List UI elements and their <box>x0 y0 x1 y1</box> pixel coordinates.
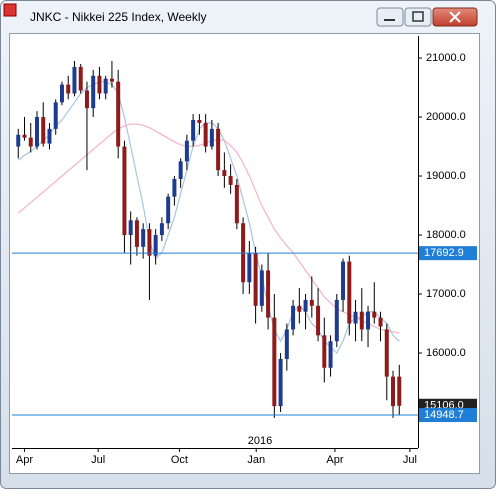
candle-body <box>209 128 214 147</box>
year-label: 2016 <box>248 435 272 447</box>
candle-body <box>109 78 114 82</box>
candle-body <box>303 299 308 312</box>
candle-body <box>191 120 196 141</box>
candle-body <box>28 137 33 147</box>
price-label-box <box>419 408 477 423</box>
candle-body <box>16 134 21 147</box>
maximize-icon <box>412 11 424 22</box>
candle-body <box>184 140 189 162</box>
candle-body <box>272 317 277 407</box>
candle-body <box>347 261 352 324</box>
candle-body <box>366 311 371 330</box>
x-tick-label: Jul <box>403 454 417 466</box>
candle-body <box>197 120 202 123</box>
candle-body <box>141 229 146 247</box>
price-label: 17692.9 <box>424 247 464 259</box>
candle-body <box>266 270 271 318</box>
x-tick-label: Jul <box>91 454 105 466</box>
candle-body <box>103 78 108 94</box>
candle-body <box>309 299 314 306</box>
y-tick-label: 18000.0 <box>426 229 466 241</box>
candle-body <box>397 376 402 406</box>
x-tick-label: Oct <box>171 454 188 466</box>
candle-body <box>34 117 39 147</box>
app-icon <box>3 3 17 17</box>
candle-body <box>372 311 377 318</box>
window-title: JNKC - Nikkei 225 Index, Weekly <box>30 10 207 24</box>
close-icon <box>449 11 461 23</box>
candle-body <box>222 170 227 177</box>
price-label-box <box>419 246 477 261</box>
candle-body <box>72 66 77 94</box>
candle-body <box>128 220 133 236</box>
candle-body <box>291 305 296 330</box>
y-tick-label: 16000.0 <box>426 347 466 359</box>
candle-body <box>91 75 96 109</box>
candle-body <box>178 161 183 179</box>
x-tick-label: Jan <box>247 454 265 466</box>
candle-body <box>22 134 27 138</box>
candle-body <box>297 305 302 312</box>
candle-body <box>341 261 346 300</box>
candle-body <box>97 75 102 94</box>
minimize-button[interactable] <box>376 7 404 27</box>
candle-body <box>203 122 208 147</box>
moving-average <box>17 81 400 354</box>
candle-body <box>134 220 139 247</box>
y-tick-label: 21000.0 <box>426 52 466 64</box>
candle-body <box>384 329 389 377</box>
candle-body <box>284 329 289 359</box>
candle-body <box>334 299 339 342</box>
candle-body <box>378 317 383 327</box>
candle-body <box>353 311 358 324</box>
candle-body <box>47 128 52 144</box>
y-tick-label: 20000.0 <box>426 111 466 123</box>
candle-body <box>253 252 258 306</box>
y-tick-label: 17000.0 <box>426 288 466 300</box>
candle-body <box>159 223 164 236</box>
candle-body <box>278 358 283 407</box>
candle-body <box>322 335 327 368</box>
maximize-button[interactable] <box>404 7 432 27</box>
axes: 16000.0 17000.0 18000.0 19000.0 20000.0 21000… <box>16 52 477 466</box>
candle-body <box>216 128 221 171</box>
candle-body <box>172 178 177 197</box>
candle-body <box>116 81 121 147</box>
y-tick-label: 19000.0 <box>426 170 466 182</box>
x-tick-label: Apr <box>326 454 343 466</box>
candle-body <box>391 376 396 407</box>
candle-body <box>122 146 127 236</box>
candle-body <box>53 102 58 129</box>
candle-body <box>359 311 364 330</box>
price-label: 14948.7 <box>424 409 464 421</box>
candle-body <box>78 66 83 91</box>
candle-body <box>84 90 89 109</box>
minimize-icon <box>384 19 395 21</box>
candle-body <box>234 184 239 224</box>
candle-body <box>59 84 64 103</box>
candle-body <box>259 270 264 306</box>
x-tick-label: Apr <box>16 454 33 466</box>
candle-body <box>66 84 71 94</box>
candle-body <box>247 252 252 283</box>
plot-area <box>12 61 418 418</box>
candle-body <box>328 341 333 368</box>
candle-body <box>41 117 46 144</box>
candle-body <box>316 305 321 336</box>
candle-body <box>147 229 152 256</box>
candle-body <box>166 196 171 224</box>
candle-body <box>228 176 233 185</box>
candle-body <box>153 235 158 256</box>
